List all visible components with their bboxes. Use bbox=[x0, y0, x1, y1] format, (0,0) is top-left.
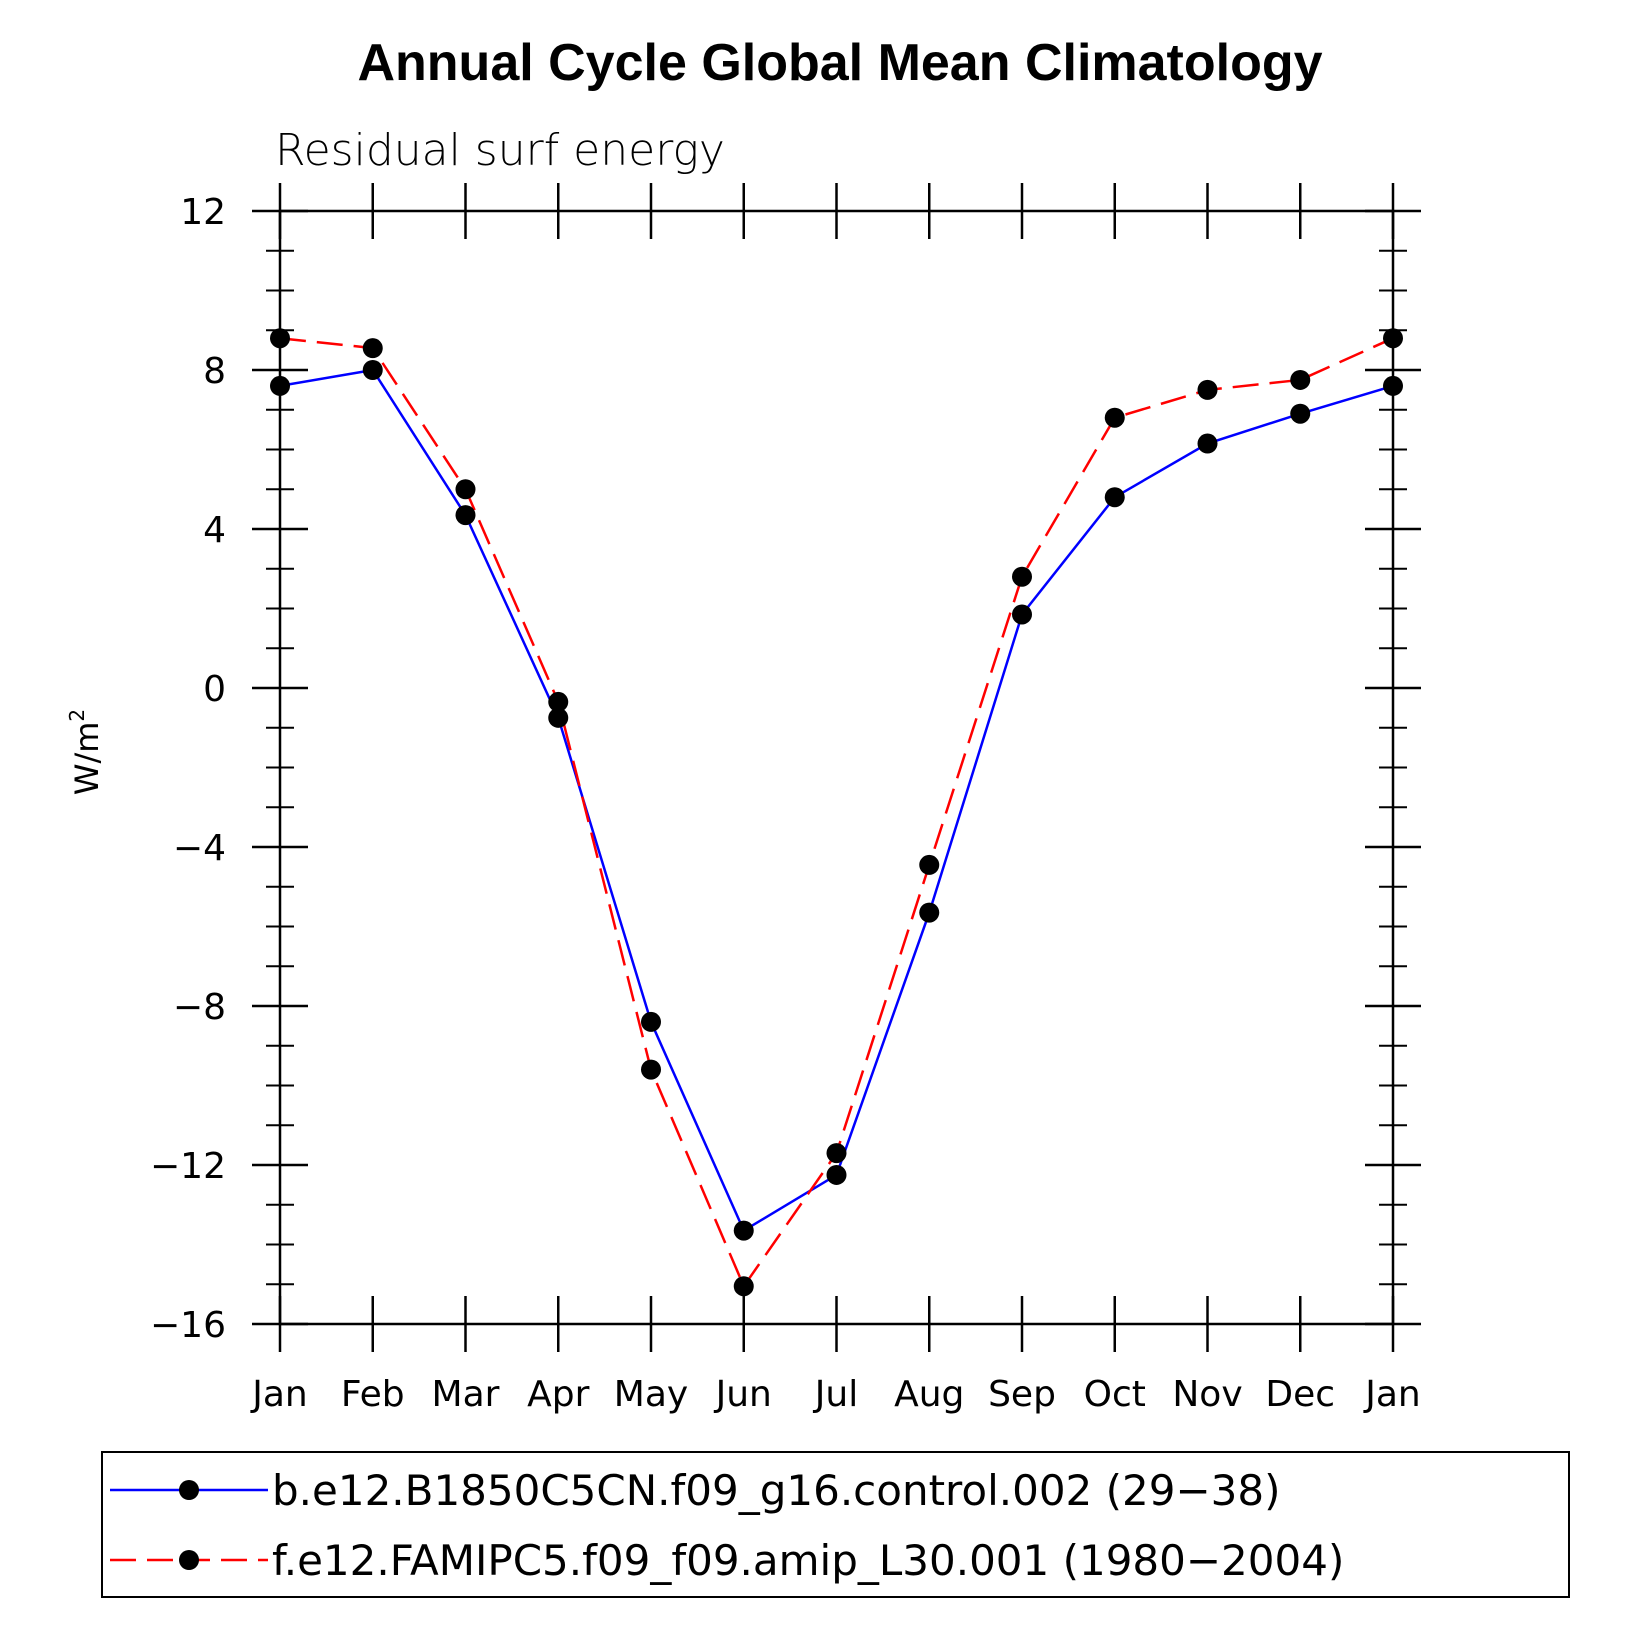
data-point-s1-nov bbox=[1197, 433, 1218, 454]
data-point-s1-sep bbox=[1012, 604, 1032, 625]
data-point-s2-apr bbox=[548, 691, 569, 712]
legend-marker-1 bbox=[179, 1480, 199, 1500]
data-point-s2-jan-end bbox=[1383, 328, 1403, 349]
data-point-s2-may bbox=[641, 1059, 661, 1080]
x-tick-label-may: May bbox=[614, 1374, 688, 1415]
x-tick-label-jan: Jan bbox=[1363, 1374, 1421, 1415]
data-point-s1-jun bbox=[733, 1220, 754, 1241]
y-axis-label-superscript: 2 bbox=[65, 709, 89, 722]
data-point-s1-jan bbox=[270, 375, 290, 396]
data-point-s2-dec bbox=[1290, 369, 1311, 390]
y-tick-labels: −16 −12 −8 −4 0 4 8 12 bbox=[150, 192, 226, 1346]
y-tick-label: −12 bbox=[150, 1146, 226, 1187]
x-tick-label-apr: Apr bbox=[527, 1374, 589, 1415]
data-point-s2-jan bbox=[270, 328, 290, 349]
svg-text:W/m2: W/m2 bbox=[65, 709, 106, 795]
legend: b.e12.B1850C5CN.f09_g16.control.002 (29−… bbox=[110, 1466, 1344, 1585]
y-tick-label: 0 bbox=[203, 669, 226, 710]
y-tick-label: 4 bbox=[203, 510, 226, 551]
data-point-s1-aug bbox=[919, 902, 940, 923]
x-tick-label-jan: Jan bbox=[250, 1374, 308, 1415]
x-tick-label-dec: Dec bbox=[1265, 1374, 1335, 1415]
data-point-s1-jan-end bbox=[1383, 375, 1403, 396]
data-point-s2-nov bbox=[1197, 379, 1218, 400]
data-point-s1-jul bbox=[826, 1164, 847, 1185]
x-tick-label-jun: Jun bbox=[714, 1374, 772, 1415]
y-axis-label-text: W/m bbox=[68, 722, 106, 796]
data-point-s2-mar bbox=[455, 479, 476, 500]
data-point-s2-jul bbox=[826, 1143, 847, 1164]
chart-subtitle: Residual surf energy bbox=[275, 125, 725, 176]
data-point-s2-aug bbox=[919, 854, 940, 875]
axis-ticks bbox=[252, 183, 1421, 1352]
data-point-s2-jun bbox=[733, 1276, 754, 1297]
data-point-s2-sep bbox=[1012, 566, 1032, 587]
y-tick-label: −8 bbox=[173, 987, 226, 1028]
data-point-s1-oct bbox=[1104, 487, 1125, 508]
data-point-s1-may bbox=[641, 1011, 661, 1032]
data-point-s1-dec bbox=[1290, 403, 1311, 424]
y-tick-label: −16 bbox=[150, 1305, 226, 1346]
legend-label-1: b.e12.B1850C5CN.f09_g16.control.002 (29−… bbox=[272, 1466, 1280, 1515]
y-axis-label: W/m2 bbox=[65, 709, 106, 795]
legend-box bbox=[101, 1451, 1570, 1598]
x-tick-label-jul: Jul bbox=[813, 1374, 858, 1415]
x-tick-label-nov: Nov bbox=[1172, 1374, 1242, 1415]
x-tick-label-mar: Mar bbox=[432, 1374, 500, 1415]
data-point-s1-feb bbox=[362, 360, 383, 380]
y-tick-label: 12 bbox=[180, 192, 226, 233]
x-tick-label-sep: Sep bbox=[988, 1374, 1056, 1415]
chart-title: Annual Cycle Global Mean Climatology bbox=[357, 34, 1322, 92]
x-tick-labels: Jan Feb Mar Apr May Jun Jul Aug Sep Oct Nov Dec Jan bbox=[250, 1374, 1421, 1415]
legend-label-2: f.e12.FAMIPC5.f09_f09.amip_L30.001 (1980… bbox=[272, 1536, 1344, 1585]
y-tick-label: 8 bbox=[203, 351, 226, 392]
x-tick-label-feb: Feb bbox=[341, 1374, 405, 1415]
y-tick-label: −4 bbox=[173, 828, 226, 869]
data-point-s2-feb bbox=[362, 338, 383, 359]
data-point-s1-apr bbox=[548, 707, 569, 728]
x-tick-label-aug: Aug bbox=[894, 1374, 964, 1415]
legend-marker-2 bbox=[179, 1550, 199, 1570]
series-points bbox=[270, 328, 1403, 1297]
data-point-s1-mar bbox=[455, 505, 476, 526]
series-line-1 bbox=[279, 368, 1394, 1233]
x-tick-label-oct: Oct bbox=[1084, 1374, 1146, 1415]
data-point-s2-oct bbox=[1104, 407, 1125, 428]
